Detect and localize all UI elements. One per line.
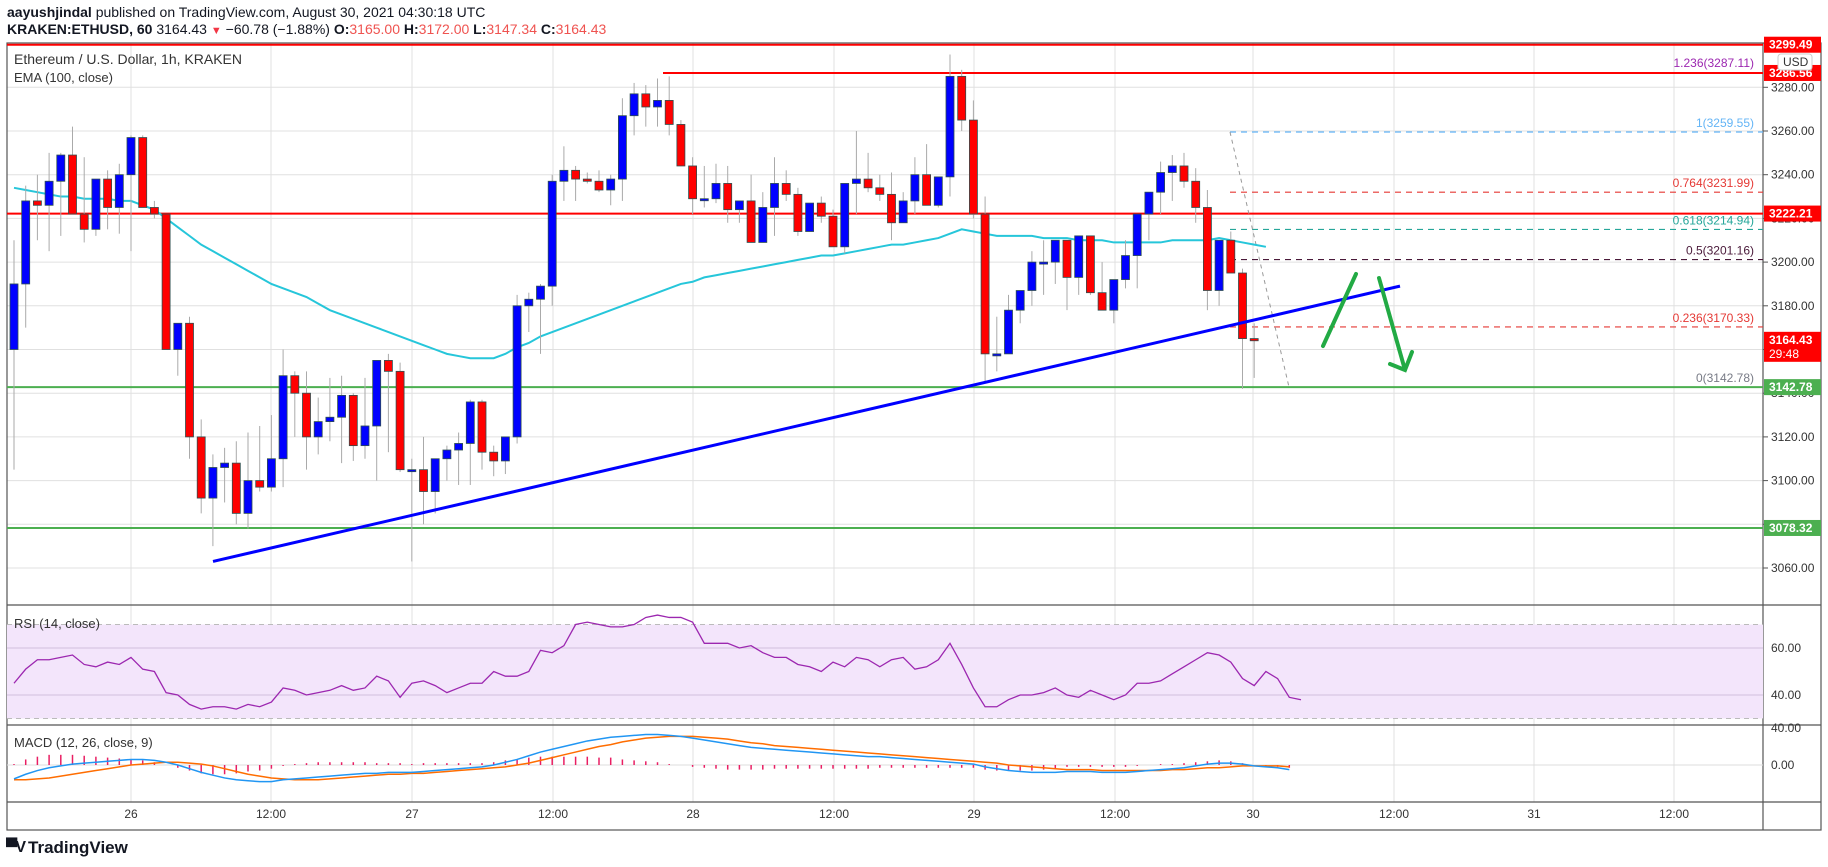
- svg-text:12:00: 12:00: [1100, 807, 1130, 821]
- open-label: O:: [333, 21, 350, 37]
- author: aayushjindal: [7, 4, 92, 20]
- svg-text:29: 29: [967, 807, 981, 821]
- svg-text:USD: USD: [1783, 55, 1809, 69]
- last-price: 3164.43: [156, 21, 207, 37]
- symbol: KRAKEN:ETHUSD, 60: [7, 21, 153, 37]
- svg-text:3222.21: 3222.21: [1769, 207, 1813, 221]
- svg-text:3100.00: 3100.00: [1771, 474, 1815, 488]
- publish-info: published on TradingView.com, August 30,…: [91, 4, 486, 20]
- svg-text:12:00: 12:00: [1379, 807, 1409, 821]
- low-value: 3147.34: [486, 21, 537, 37]
- tradingview-logo: ▀V TradingView: [6, 838, 128, 858]
- svg-text:12:00: 12:00: [819, 807, 849, 821]
- high-value: 3172.00: [418, 21, 470, 37]
- svg-text:28: 28: [686, 807, 700, 821]
- svg-text:27: 27: [405, 807, 419, 821]
- macd-legend: MACD (12, 26, close, 9): [14, 735, 153, 750]
- svg-text:40.00: 40.00: [1771, 688, 1801, 702]
- close-value: 3164.43: [555, 21, 607, 37]
- svg-text:0.764(3231.99): 0.764(3231.99): [1673, 176, 1754, 190]
- svg-text:3280.00: 3280.00: [1771, 80, 1815, 94]
- svg-text:1(3259.55): 1(3259.55): [1696, 116, 1754, 130]
- svg-text:3200.00: 3200.00: [1771, 255, 1815, 269]
- down-arrow-icon: ▼: [210, 25, 222, 37]
- svg-text:3120.00: 3120.00: [1771, 430, 1815, 444]
- svg-text:30: 30: [1246, 807, 1260, 821]
- svg-text:31: 31: [1527, 807, 1541, 821]
- rsi-legend: RSI (14, close): [14, 616, 100, 631]
- svg-text:0(3142.78): 0(3142.78): [1696, 371, 1754, 385]
- svg-text:3060.00: 3060.00: [1771, 561, 1815, 575]
- svg-text:3260.00: 3260.00: [1771, 124, 1815, 138]
- svg-text:3240.00: 3240.00: [1771, 168, 1815, 182]
- svg-text:3142.78: 3142.78: [1769, 380, 1813, 394]
- ohlc-line: KRAKEN:ETHUSD, 60 3164.43 ▼ −60.78 (−1.8…: [7, 21, 606, 37]
- svg-text:0.00: 0.00: [1771, 758, 1795, 772]
- svg-text:3180.00: 3180.00: [1771, 299, 1815, 313]
- svg-text:3299.49: 3299.49: [1769, 38, 1813, 52]
- svg-text:0.236(3170.33): 0.236(3170.33): [1673, 311, 1754, 325]
- svg-text:29:48: 29:48: [1769, 347, 1799, 361]
- svg-text:26: 26: [124, 807, 138, 821]
- svg-text:0.618(3214.94): 0.618(3214.94): [1673, 213, 1754, 227]
- svg-text:60.00: 60.00: [1771, 641, 1801, 655]
- logo-text: TradingView: [28, 838, 128, 857]
- main-pane-title: Ethereum / U.S. Dollar, 1h, KRAKEN: [14, 51, 242, 67]
- ema-legend: EMA (100, close): [14, 70, 113, 85]
- svg-text:3164.43: 3164.43: [1769, 333, 1813, 347]
- high-label: H:: [403, 21, 419, 37]
- svg-text:1.236(3287.11): 1.236(3287.11): [1673, 56, 1754, 70]
- open-value: 3165.00: [349, 21, 400, 37]
- svg-text:12:00: 12:00: [256, 807, 286, 821]
- svg-text:0.5(3201.16): 0.5(3201.16): [1686, 244, 1754, 258]
- change: −60.78 (−1.88%): [225, 21, 330, 37]
- svg-text:40.00: 40.00: [1771, 721, 1801, 735]
- svg-text:12:00: 12:00: [1659, 807, 1689, 821]
- low-label: L:: [473, 21, 487, 37]
- svg-text:3078.32: 3078.32: [1769, 521, 1813, 535]
- svg-text:12:00: 12:00: [538, 807, 568, 821]
- close-label: C:: [540, 21, 556, 37]
- tv-logo-icon: ▀V: [6, 839, 26, 856]
- publish-line: aayushjindal published on TradingView.co…: [7, 4, 485, 20]
